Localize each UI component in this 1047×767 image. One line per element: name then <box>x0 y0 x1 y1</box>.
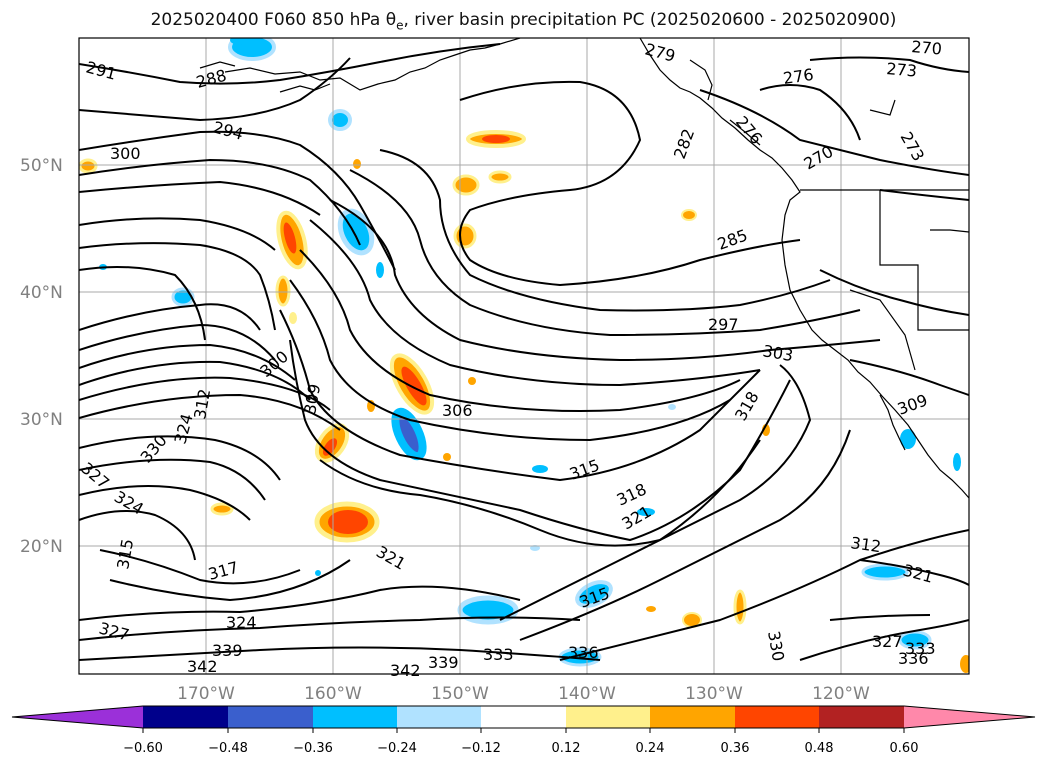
lat-label-40n: 40°N <box>20 283 63 303</box>
colorbar-segment <box>397 706 482 728</box>
colorbar-tick-label: 0.12 <box>552 741 581 756</box>
colorbar-extend-low <box>12 706 143 728</box>
contour-label: 327 <box>77 459 113 493</box>
colorbar-segment <box>819 706 904 728</box>
colorbar: −0.60 −0.48 −0.36 −0.24 −0.12 0.12 0.24 … <box>11 705 1036 756</box>
contour-label: 273 <box>897 129 929 165</box>
contour-label: 279 <box>643 40 677 66</box>
lon-label-150w: 150°W <box>431 684 489 704</box>
contour-label: 324 <box>171 412 197 446</box>
contour-label: 309 <box>300 382 324 415</box>
contour-label: 291 <box>84 58 118 84</box>
colorbar-segment <box>650 706 735 728</box>
contour-label: 276 <box>732 112 766 148</box>
lat-label-50n: 50°N <box>20 156 63 176</box>
contour-label: 342 <box>187 657 218 676</box>
lat-label-30n: 30°N <box>20 410 63 430</box>
map-title: 2025020400 F060 850 hPa θe, river basin … <box>150 10 897 33</box>
contour-label: 327 <box>97 619 131 645</box>
map-frame <box>78 37 970 675</box>
coastlines <box>199 38 969 499</box>
contour-label: 309 <box>895 390 930 418</box>
colorbar-segment <box>566 706 651 728</box>
colorbar-segment <box>143 706 228 728</box>
map-plot-area <box>79 38 969 674</box>
colorbar-segment <box>313 706 398 728</box>
colorbar-tick-label: 0.60 <box>890 741 919 756</box>
contour-label: 288 <box>194 66 228 92</box>
lat-label-20n: 20°N <box>20 537 63 557</box>
lon-label-140w: 140°W <box>558 684 616 704</box>
lon-label-160w: 160°W <box>304 684 362 704</box>
contour-label: 317 <box>206 558 240 584</box>
colorbar-tick-label: 0.48 <box>805 741 834 756</box>
contour-label: 270 <box>911 37 943 59</box>
contour-label: 339 <box>428 653 459 672</box>
contour-label: 300 <box>256 347 292 381</box>
colorbar-tick-label: −0.12 <box>461 741 501 756</box>
colorbar-segment <box>481 706 566 728</box>
contour-label: 273 <box>886 59 918 81</box>
colorbar-segment <box>735 706 820 728</box>
lon-label-130w: 130°W <box>685 684 743 704</box>
graticule <box>79 38 969 674</box>
contour-label: 321 <box>373 542 409 574</box>
precipitation-shading <box>79 38 969 673</box>
theta-e-contours <box>79 43 969 661</box>
colorbar-tick-label: 0.24 <box>636 741 665 756</box>
colorbar-tick-label: 0.36 <box>721 741 750 756</box>
contour-label: 270 <box>801 142 837 174</box>
colorbar-tick-label: −0.60 <box>123 741 163 756</box>
colorbar-segment <box>228 706 313 728</box>
contour-label: 276 <box>782 65 815 88</box>
contour-label: 312 <box>849 533 882 556</box>
contour-label: 333 <box>483 645 514 664</box>
lon-label-170w: 170°W <box>177 684 235 704</box>
contour-label: 336 <box>898 649 929 668</box>
contour-label: 327 <box>872 632 903 651</box>
contour-label: 300 <box>110 144 141 163</box>
longitude-labels: 170°W 160°W 150°W 140°W 130°W 120°W <box>177 684 870 704</box>
contour-label: 333 <box>905 639 936 658</box>
colorbar-tick-label: −0.24 <box>377 741 417 756</box>
contour-label: 312 <box>190 387 214 420</box>
contour-label: 321 <box>901 561 935 587</box>
colorbar-tick-label: −0.36 <box>293 741 333 756</box>
contour-label: 297 <box>708 315 739 334</box>
contour-label: 330 <box>764 629 788 662</box>
contour-label: 306 <box>442 401 473 420</box>
contour-label: 294 <box>211 118 245 144</box>
lon-label-120w: 120°W <box>812 684 870 704</box>
colorbar-tick-label: −0.48 <box>208 741 248 756</box>
contour-label: 303 <box>761 341 794 365</box>
latitude-labels: 50°N 40°N 30°N 20°N <box>20 156 63 557</box>
colorbar-extend-high <box>904 706 1035 728</box>
contour-label: 339 <box>212 641 243 660</box>
contour-label: 282 <box>670 126 698 161</box>
contour-label: 324 <box>111 487 147 519</box>
contour-label: 315 <box>567 455 602 483</box>
contour-label: 324 <box>226 613 257 632</box>
contour-label: 342 <box>390 661 421 680</box>
contour-label: 315 <box>113 537 137 570</box>
contour-label: 336 <box>568 643 599 662</box>
